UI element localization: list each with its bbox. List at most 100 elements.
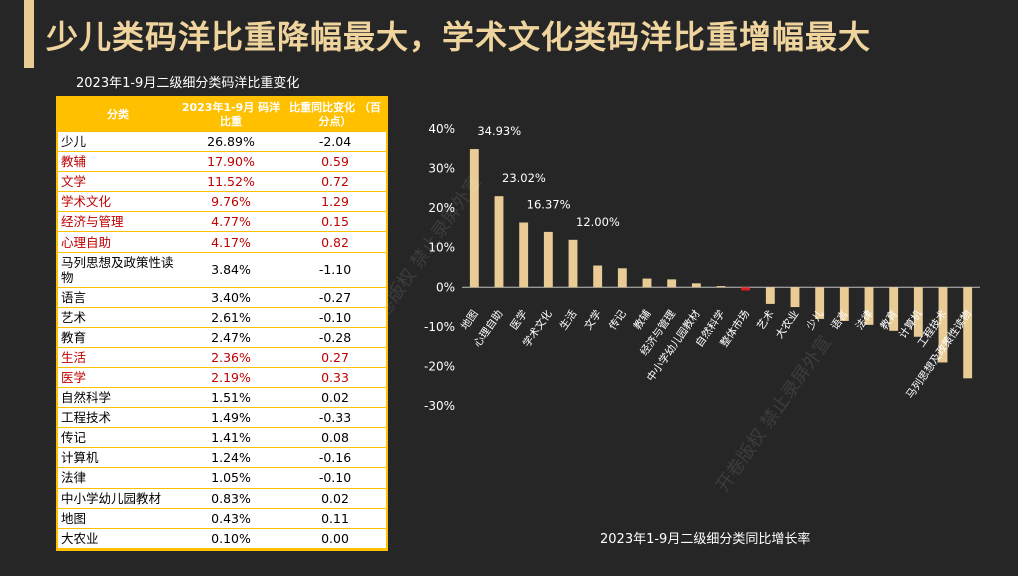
row-change: 0.82 — [284, 231, 386, 253]
x-tick-label: 医学 — [507, 308, 530, 333]
row-share: 11.52% — [178, 171, 284, 193]
bar — [642, 278, 652, 288]
row-share: 3.40% — [178, 287, 284, 308]
table-row: 马列思想及政策性读物 3.84% -1.10 — [58, 252, 386, 288]
row-share: 0.83% — [178, 488, 284, 509]
bar — [963, 287, 973, 379]
bar — [889, 287, 899, 331]
table-row: 教育 2.47% -0.28 — [58, 327, 386, 348]
row-category: 文学 — [58, 171, 178, 193]
data-label: 16.37% — [527, 198, 571, 212]
row-category: 传记 — [58, 427, 178, 449]
table-row: 少儿 26.89% -2.04 — [58, 132, 386, 153]
row-category: 自然科学 — [58, 387, 178, 409]
header-category: 分类 — [58, 98, 178, 132]
bar — [765, 287, 775, 304]
row-share: 26.89% — [178, 132, 284, 153]
table-row: 地图 0.43% 0.11 — [58, 508, 386, 529]
row-category: 少儿 — [58, 132, 178, 153]
y-tick-label: 40% — [428, 122, 455, 136]
growth-bar-chart: 40%30%20%10%0%-10%-20%-30%地图34.93%心理自助23… — [424, 122, 980, 413]
row-category: 工程技术 — [58, 407, 178, 429]
row-change: 0.59 — [284, 151, 386, 173]
row-change: 0.11 — [284, 508, 386, 529]
row-share: 1.24% — [178, 447, 284, 469]
row-share: 9.76% — [178, 191, 284, 213]
row-category: 心理自助 — [58, 231, 178, 253]
bar — [913, 287, 923, 337]
chart-title: 2023年1-9月二级细分类同比增长率 — [600, 532, 811, 547]
row-change: 0.08 — [284, 427, 386, 449]
row-change: -0.28 — [284, 327, 386, 348]
row-change: 1.29 — [284, 191, 386, 213]
bar — [790, 287, 800, 308]
y-tick-label: -20% — [424, 359, 455, 373]
row-share: 1.05% — [178, 467, 284, 489]
y-tick-label: -30% — [424, 399, 455, 413]
row-share: 0.10% — [178, 528, 284, 549]
row-change: -2.04 — [284, 132, 386, 153]
row-change: -0.10 — [284, 467, 386, 489]
y-tick-label: 30% — [428, 162, 455, 176]
y-tick-label: 10% — [428, 241, 455, 255]
row-change: 0.27 — [284, 347, 386, 368]
bar — [691, 283, 701, 288]
data-label: 34.93% — [477, 124, 521, 138]
bar — [494, 196, 504, 288]
row-change: 0.33 — [284, 367, 386, 389]
bar — [716, 286, 726, 288]
row-change: -0.10 — [284, 307, 386, 328]
slide-title: 少儿类码洋比重降幅最大，学术文化类码洋比重增幅最大 — [46, 18, 872, 56]
row-share: 1.49% — [178, 407, 284, 429]
row-category: 大农业 — [58, 528, 178, 549]
table-row: 计算机 1.24% -0.16 — [58, 447, 386, 469]
share-table: 分类 2023年1-9月 码洋比重 比重同比变化 （百分点） 少儿 26.89% -… — [56, 96, 388, 551]
bar — [667, 279, 677, 288]
row-share: 2.36% — [178, 347, 284, 368]
x-tick-label: 教辅 — [631, 307, 654, 332]
row-change: -0.33 — [284, 407, 386, 429]
row-change: 0.02 — [284, 387, 386, 409]
data-label: 23.02% — [502, 171, 546, 185]
table-row: 传记 1.41% 0.08 — [58, 427, 386, 449]
x-tick-label: 地图 — [458, 308, 481, 333]
row-category: 医学 — [58, 367, 178, 389]
table-header-row: 分类 2023年1-9月 码洋比重 比重同比变化 （百分点） — [58, 98, 386, 132]
bar — [593, 265, 603, 288]
row-category: 中小学幼儿园教材 — [58, 488, 178, 509]
row-change: -1.10 — [284, 252, 386, 288]
y-tick-label: -10% — [424, 320, 455, 334]
bar — [568, 239, 578, 288]
x-tick-label: 文学 — [581, 308, 604, 333]
row-category: 经济与管理 — [58, 211, 178, 233]
y-tick-label: 0% — [436, 280, 455, 294]
row-category: 地图 — [58, 508, 178, 529]
row-share: 0.43% — [178, 508, 284, 529]
row-share: 3.84% — [178, 252, 284, 288]
table-row: 大农业 0.10% 0.00 — [58, 528, 386, 549]
row-category: 教育 — [58, 327, 178, 348]
row-share: 1.51% — [178, 387, 284, 409]
y-tick-label: 20% — [428, 201, 455, 215]
bar — [938, 287, 948, 363]
table-row: 生活 2.36% 0.27 — [58, 347, 386, 368]
table-row: 工程技术 1.49% -0.33 — [58, 407, 386, 429]
header-change: 比重同比变化 （百分点） — [284, 98, 386, 132]
table-row: 教辅 17.90% 0.59 — [58, 151, 386, 173]
data-label: 12.00% — [576, 215, 620, 229]
row-category: 法律 — [58, 467, 178, 489]
bar — [864, 287, 874, 325]
header-share: 2023年1-9月 码洋比重 — [178, 98, 284, 132]
table-row: 文学 11.52% 0.72 — [58, 171, 386, 193]
table-row: 心理自助 4.17% 0.82 — [58, 231, 386, 253]
row-share: 4.77% — [178, 211, 284, 233]
x-tick-label: 传记 — [607, 308, 629, 332]
bar — [543, 231, 553, 288]
row-share: 17.90% — [178, 151, 284, 173]
bar — [519, 222, 529, 288]
table-row: 法律 1.05% -0.10 — [58, 467, 386, 489]
bar — [839, 287, 849, 321]
table-title: 2023年1-9月二级细分类码洋比重变化 — [76, 76, 300, 91]
row-change: 0.15 — [284, 211, 386, 233]
x-tick-label: 艺术 — [755, 308, 777, 332]
